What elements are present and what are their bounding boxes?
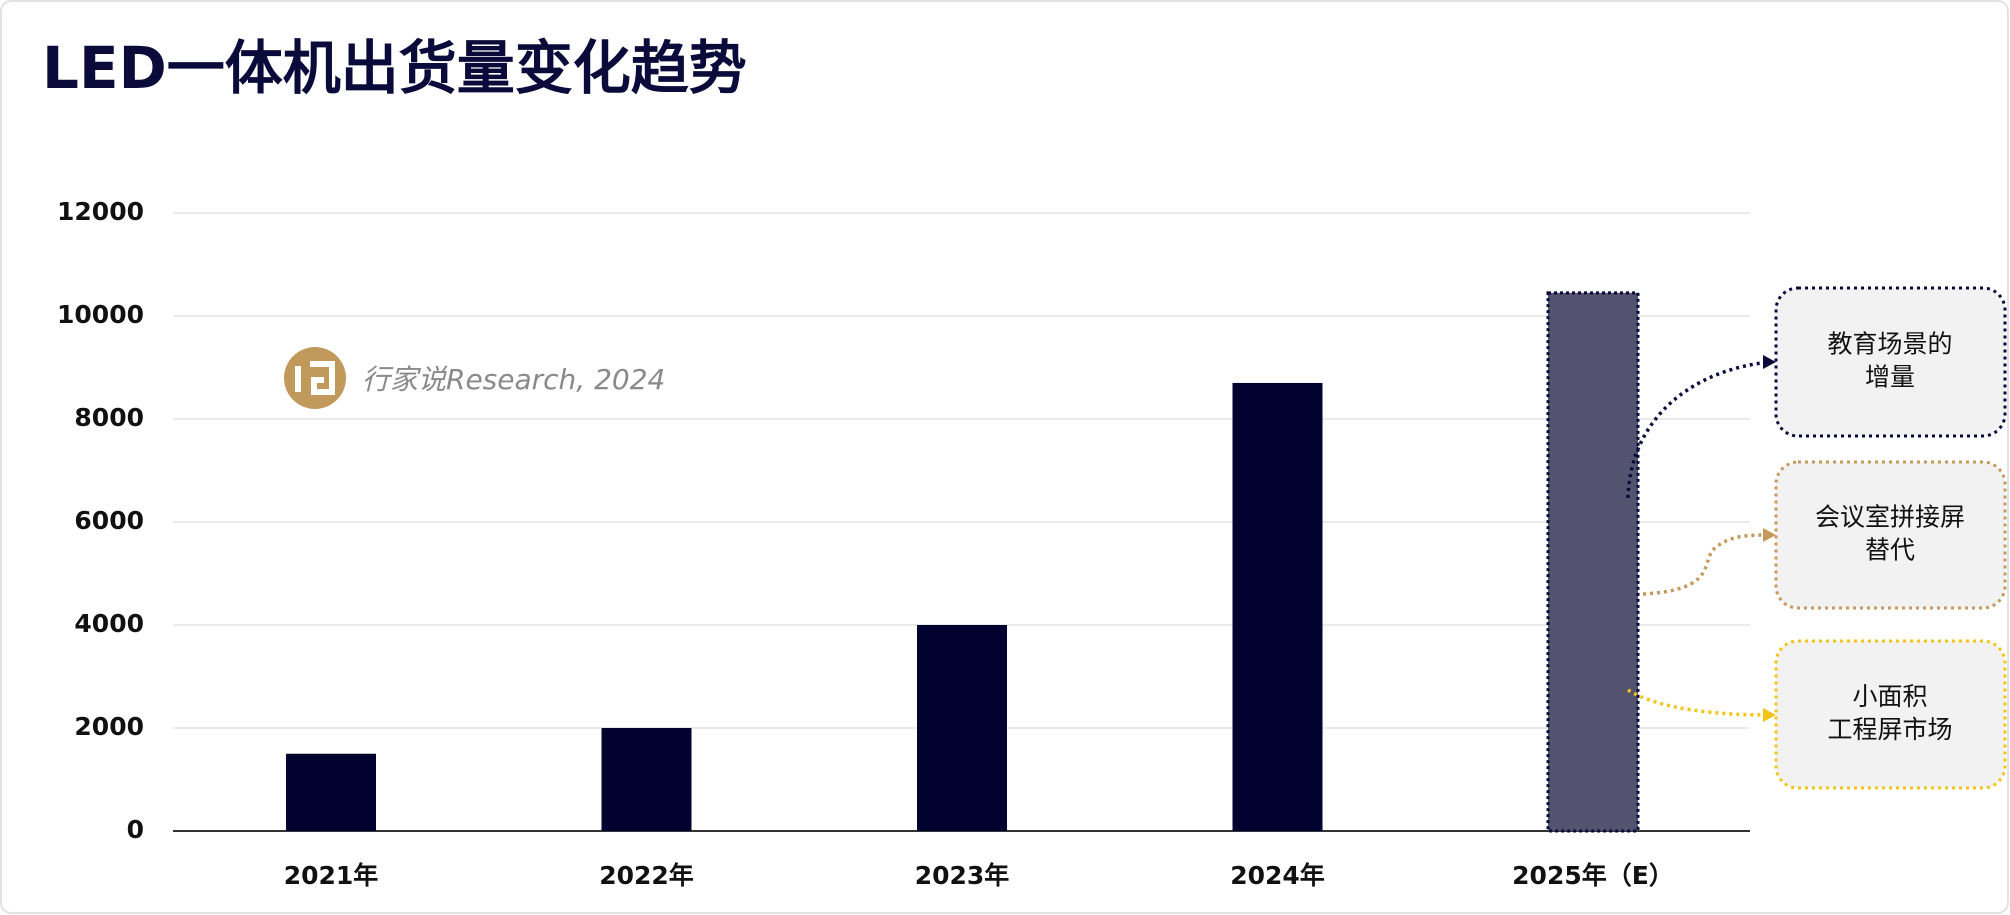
y-tick-label: 6000	[74, 506, 144, 535]
logo-mark	[295, 361, 335, 395]
bar	[601, 728, 692, 831]
y-tick-label: 4000	[74, 609, 144, 638]
annotation-box	[1774, 639, 2007, 790]
y-tick-label: 0	[127, 815, 144, 844]
arrow-head	[1763, 528, 1776, 542]
y-tick-label: 12000	[57, 197, 144, 226]
watermark: 行家说Research, 2024	[362, 363, 665, 396]
annotation-box	[1774, 286, 2007, 438]
y-tick-label: 8000	[74, 403, 144, 432]
annotation-arrow	[1626, 360, 1771, 499]
x-tick-label: 2024年	[1230, 861, 1325, 890]
x-tick-label: 2022年	[599, 861, 694, 890]
annotation-box	[1774, 460, 2007, 610]
arrow-head	[1763, 708, 1776, 722]
y-tick-label: 10000	[57, 300, 144, 329]
x-tick-label: 2023年	[915, 861, 1010, 890]
bar	[917, 625, 1007, 831]
bar	[1546, 291, 1640, 833]
x-tick-label: 2025年（E）	[1512, 861, 1674, 890]
bar	[286, 753, 376, 831]
annotation-text: 小面积	[1852, 682, 1927, 711]
annotation-text: 增量	[1865, 363, 1915, 392]
annotation-text: 会议室拼接屏	[1815, 503, 1965, 532]
y-tick-label: 2000	[74, 712, 144, 741]
arrow-head	[1763, 355, 1776, 369]
annotation-arrow	[1627, 688, 1771, 717]
chart-title: LED一体机出货量变化趋势	[42, 34, 747, 102]
annotation-text: 工程屏市场	[1827, 715, 1952, 744]
annotation-text: 替代	[1865, 536, 1915, 565]
annotation-arrow	[1642, 533, 1771, 596]
bar	[1232, 382, 1323, 831]
x-tick-label: 2021年	[284, 861, 379, 890]
annotation-text: 教育场景的	[1827, 330, 1952, 359]
